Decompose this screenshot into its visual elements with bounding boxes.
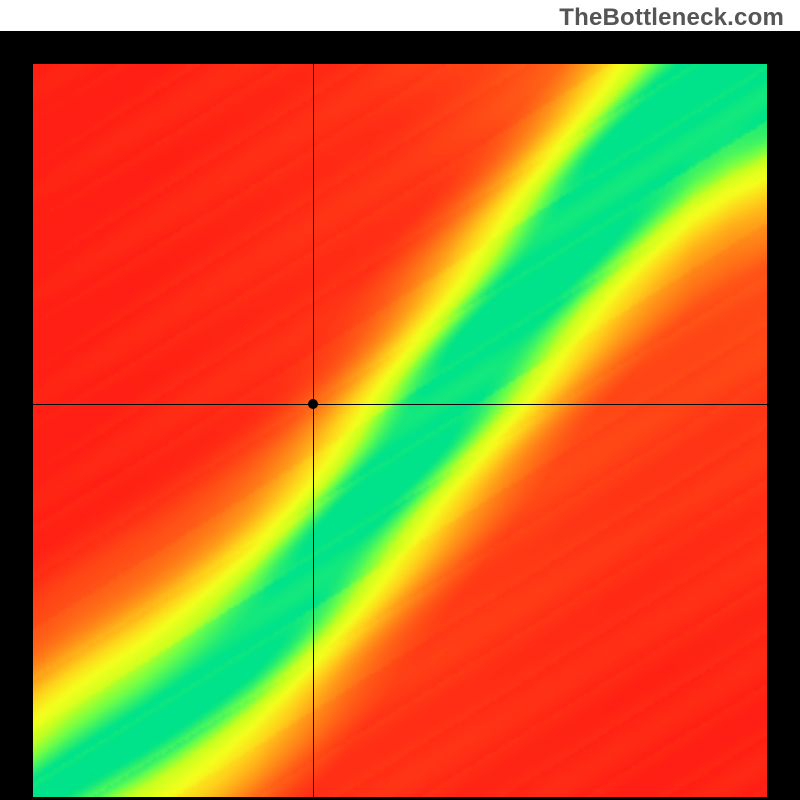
- heatmap-plot-area: [33, 64, 767, 797]
- crosshair-horizontal-line: [33, 404, 767, 405]
- crosshair-marker-dot: [308, 399, 318, 409]
- heatmap-canvas: [33, 64, 767, 797]
- crosshair-vertical-line: [313, 64, 314, 797]
- watermark-text: TheBottleneck.com: [559, 4, 784, 32]
- outer-black-frame: [0, 31, 800, 800]
